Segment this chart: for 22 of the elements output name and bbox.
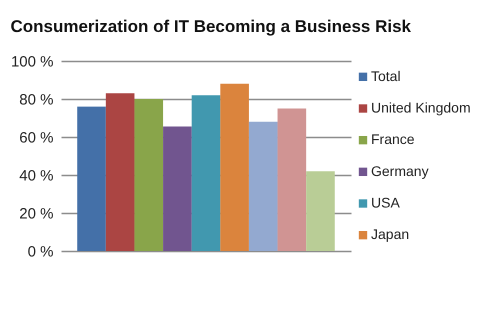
legend-label: Germany [371,162,429,179]
bar [278,108,306,251]
y-tick-label: 20 % [19,206,54,222]
legend-label: France [371,131,415,148]
legend-label: Japan [371,226,410,242]
y-tick-label: 0 % [28,244,54,260]
y-tick-label: 60 % [19,130,54,146]
bar [134,99,164,251]
bar [163,126,192,251]
y-tick-label: 40 % [19,168,54,184]
legend-label: USA [371,194,400,210]
bar [77,106,106,251]
y-tick-label: 100 % [10,54,54,70]
legend-label: United Kingdom [371,100,471,116]
bar [192,95,220,251]
bar [248,122,278,251]
bar [106,93,134,251]
y-tick-label: 80 % [19,92,54,108]
bar [306,171,335,251]
bar [220,84,249,251]
chart-title: Consumerization of IT Becoming a Business Risk [10,17,412,36]
legend-label: Total [371,68,401,84]
